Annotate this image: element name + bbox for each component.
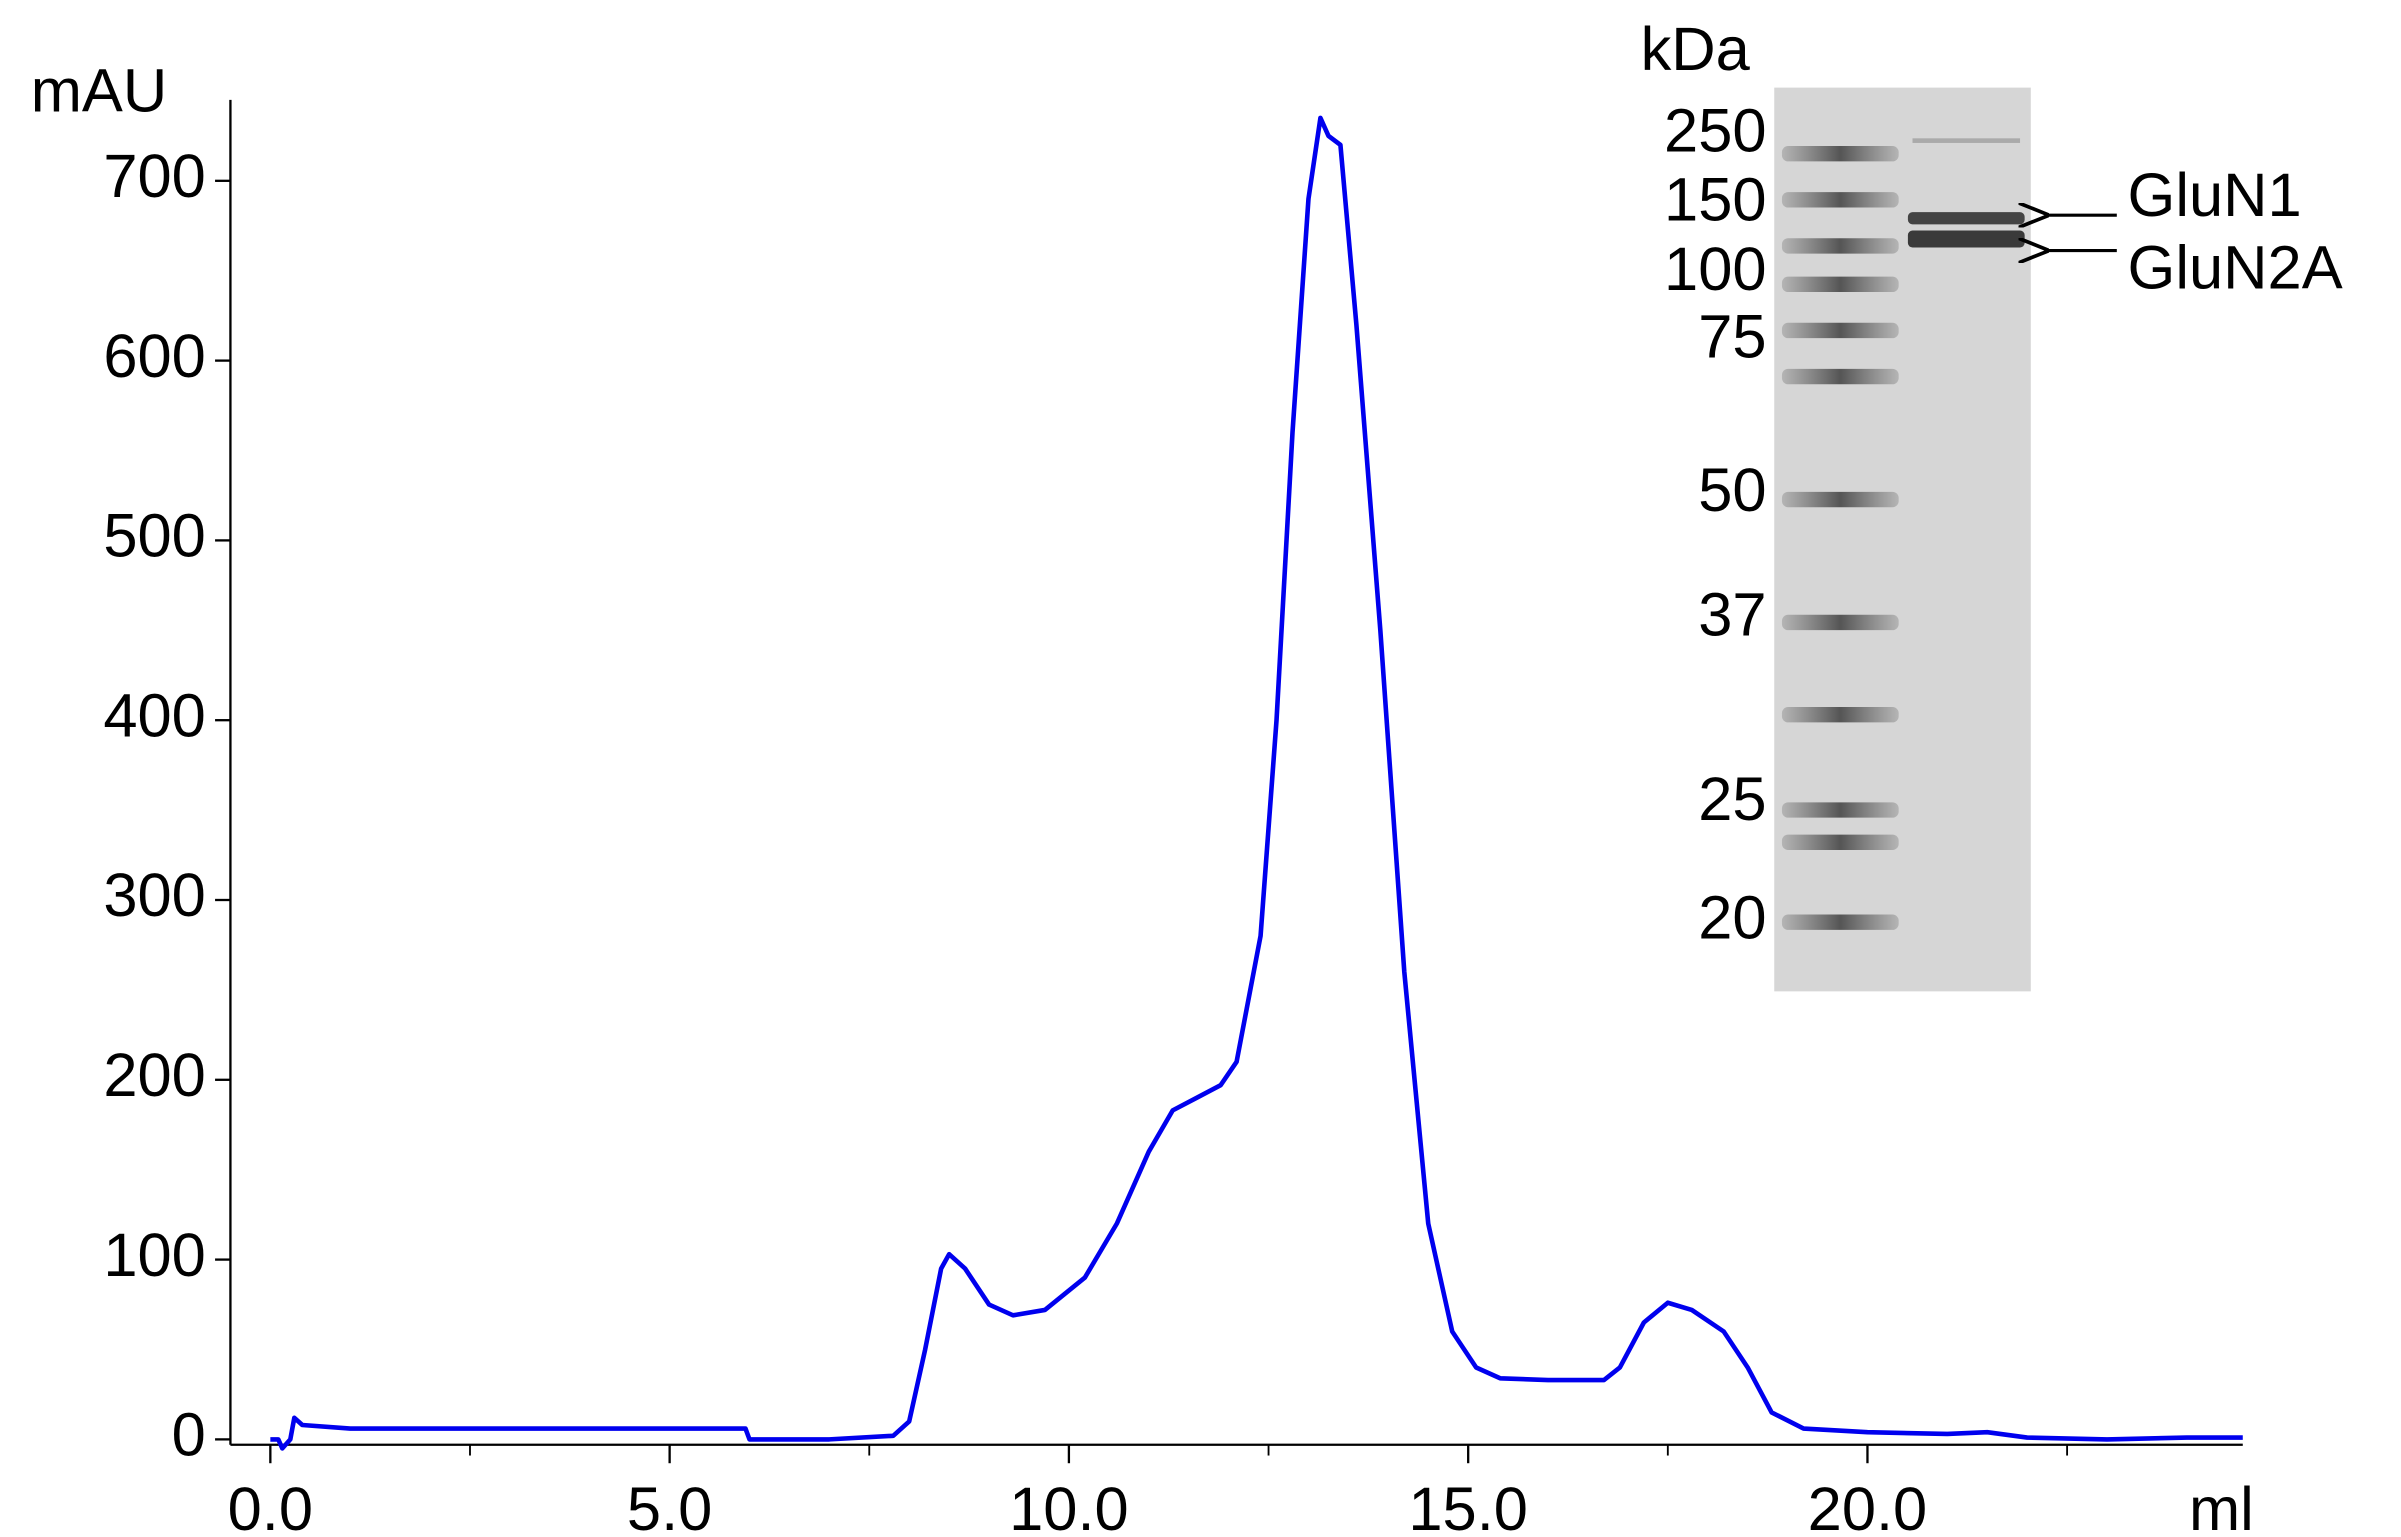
y-axis-label: mAU: [31, 57, 168, 126]
y-tick-label: 700: [103, 142, 206, 211]
x-tick-label: 5.0: [627, 1475, 712, 1537]
marker-label: 250: [1664, 96, 1767, 165]
y-tick-label: 600: [103, 322, 206, 391]
ladder-band: [1781, 802, 1899, 818]
x-tick-label: 20.0: [1808, 1475, 1928, 1537]
ladder-band: [1781, 914, 1899, 930]
ladder-band: [1781, 146, 1899, 162]
gel-band: [1907, 230, 2025, 248]
marker-label: 50: [1698, 456, 1766, 525]
gel-band: [1907, 212, 2025, 225]
data-line: [270, 115, 2243, 1451]
ladder-band: [1781, 276, 1899, 293]
x-axis-label: ml: [2189, 1475, 2254, 1537]
marker-label: 37: [1698, 581, 1766, 650]
marker-label: 75: [1698, 302, 1766, 371]
y-tick-label: 0: [172, 1401, 206, 1470]
ladder-band: [1781, 192, 1899, 208]
marker-label: 25: [1698, 765, 1766, 834]
x-tick-label: 0.0: [228, 1475, 313, 1537]
ladder-band: [1781, 238, 1899, 254]
ladder-band: [1781, 834, 1899, 850]
ladder-band: [1781, 707, 1899, 723]
y-tick-label: 400: [103, 681, 206, 750]
marker-label: 150: [1664, 166, 1767, 235]
band-label: GluN2A: [2128, 233, 2343, 302]
ladder-band: [1781, 368, 1899, 385]
y-tick-label: 200: [103, 1041, 206, 1110]
band-label: GluN1: [2128, 161, 2302, 230]
marker-label: 20: [1698, 883, 1766, 952]
ladder-band: [1781, 491, 1899, 508]
x-tick-label: 10.0: [1009, 1475, 1129, 1537]
y-tick-label: 500: [103, 502, 206, 571]
gel-unit: kDa: [1641, 15, 1751, 84]
x-tick-label: 15.0: [1408, 1475, 1528, 1537]
ladder-band: [1781, 614, 1899, 631]
marker-label: 100: [1664, 235, 1767, 304]
gel-band: [1912, 138, 2021, 143]
y-tick-label: 300: [103, 861, 206, 930]
y-tick-label: 100: [103, 1221, 206, 1290]
ladder-band: [1781, 322, 1899, 339]
